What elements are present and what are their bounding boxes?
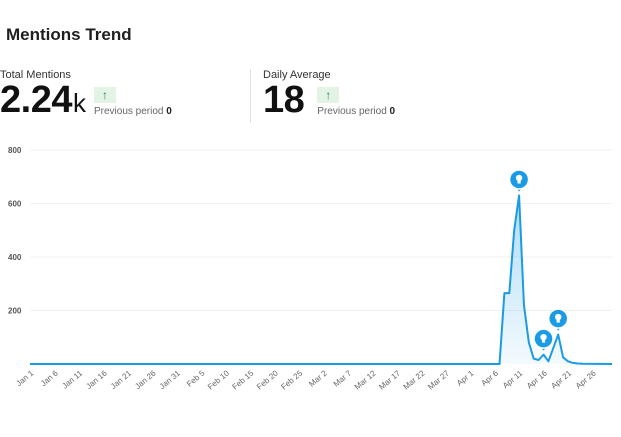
x-tick-label: Feb 20 — [255, 368, 280, 391]
stat-label: Total Mentions — [0, 69, 71, 81]
x-tick-label: Jan 1 — [15, 368, 36, 388]
chart-title: Mentions Trend — [6, 25, 132, 44]
stat-value: 18 — [263, 79, 305, 121]
x-tick-label: Feb 15 — [231, 368, 256, 391]
x-tick-label: Mar 7 — [332, 368, 354, 388]
x-tick-label: Mar 22 — [402, 368, 427, 391]
y-tick-label: 800 — [8, 146, 22, 155]
x-tick-label: Jan 26 — [133, 368, 158, 391]
stat-daily-average: Daily Average 18 ↑ Previous period 0 — [263, 69, 396, 121]
y-tick-label: 200 — [8, 307, 22, 316]
y-tick-label: 400 — [8, 253, 22, 262]
x-tick-label: Apr 26 — [574, 368, 598, 390]
lightbulb-icon[interactable] — [533, 328, 554, 351]
stat-label: Daily Average — [263, 69, 331, 81]
x-tick-label: Apr 11 — [501, 368, 525, 390]
stat-unit: k — [72, 88, 86, 118]
previous-period: Previous period 0 — [317, 106, 396, 117]
lightbulb-icon[interactable] — [508, 169, 530, 192]
arrow-up-icon: ↑ — [317, 87, 340, 103]
x-tick-label: Mar 2 — [307, 368, 329, 388]
x-tick-label: Jan 16 — [84, 368, 109, 391]
series-line[interactable] — [30, 194, 613, 365]
x-tick-label: Apr 1 — [455, 368, 476, 388]
y-tick-label: 600 — [8, 200, 22, 209]
arrow-up-icon: ↑ — [93, 87, 116, 103]
stat-total-mentions: Total Mentions 2.24 k ↑ Previous period … — [0, 69, 172, 121]
x-tick-label: Mar 27 — [426, 368, 451, 391]
x-tick-label: Feb 5 — [185, 368, 207, 388]
x-tick-label: Jan 6 — [39, 368, 60, 388]
x-tick-label: Jan 31 — [158, 368, 183, 391]
x-tick-label: Apr 16 — [525, 368, 549, 390]
x-tick-label: Mar 17 — [377, 368, 402, 391]
x-tick-label: Feb 25 — [279, 368, 304, 391]
x-tick-label: Apr 21 — [549, 368, 573, 390]
previous-period: Previous period 0 — [93, 106, 172, 117]
x-tick-label: Mar 12 — [353, 368, 378, 391]
x-tick-label: Feb 10 — [206, 368, 231, 391]
x-tick-label: Jan 21 — [109, 368, 134, 391]
x-tick-label: Jan 11 — [60, 368, 84, 390]
stat-divider — [250, 69, 251, 123]
x-tick-label: Apr 6 — [479, 368, 500, 388]
series-area — [30, 195, 612, 364]
stat-value: 2.24 — [0, 79, 72, 121]
lightbulb-icon[interactable] — [547, 308, 569, 331]
